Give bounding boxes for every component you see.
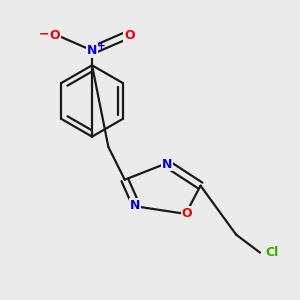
Text: +: + [97,41,105,51]
Text: N: N [87,44,97,57]
Text: O: O [124,29,134,42]
Text: N: N [130,199,140,212]
Text: O: O [181,206,192,220]
Text: O: O [50,29,60,42]
Text: Cl: Cl [265,246,279,259]
Text: −: − [38,28,49,40]
Text: N: N [162,158,172,171]
